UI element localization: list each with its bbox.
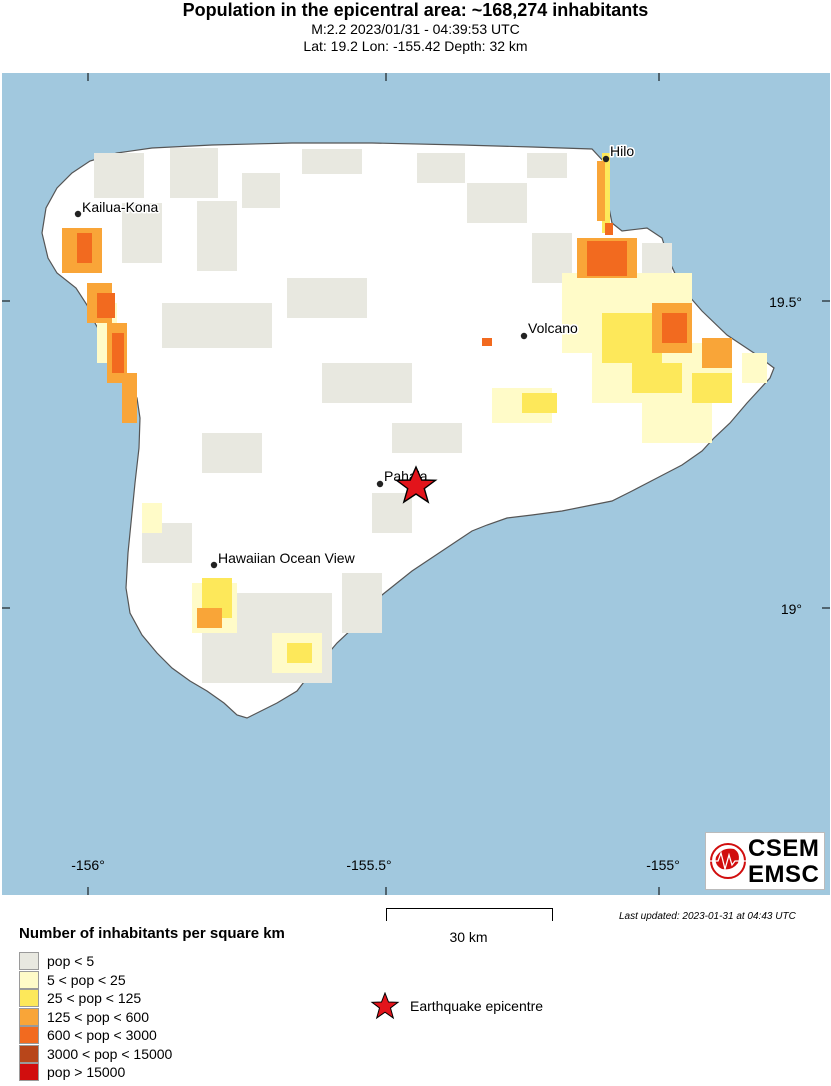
lon-tick-label: -155° (646, 857, 680, 873)
legend-swatch (19, 1007, 39, 1026)
legend-item: 25 < pop < 125 (19, 989, 172, 1008)
globe-icon (710, 843, 746, 879)
map-area[interactable]: -156° -155.5° -155° 19.5° 19° Hilo Kailu… (2, 73, 830, 895)
legend-label: 600 < pop < 3000 (47, 1027, 157, 1044)
lon-tick-marks (2, 73, 830, 895)
place-marker (602, 155, 610, 163)
legend-swatch (19, 1044, 39, 1063)
epicenter-star-icon[interactable] (394, 465, 438, 504)
place-marker (74, 210, 82, 218)
legend-swatch (19, 989, 39, 1008)
logo-text-emsc: EMSC (748, 861, 820, 888)
place-marker (376, 480, 384, 488)
event-magnitude-time: M:2.2 2023/01/31 - 04:39:53 UTC (311, 21, 520, 37)
place-kailua-kona[interactable]: Kailua-Kona (74, 198, 160, 218)
legend-item: pop > 15000 (19, 1063, 172, 1082)
place-label: Kailua-Kona (82, 199, 158, 215)
legend-label: pop < 5 (47, 953, 95, 970)
map-header: Population in the epicentral area: ~168,… (0, 0, 831, 55)
density-dark-orange (77, 223, 687, 373)
last-updated-text: Last updated: 2023-01-31 at 04:43 UTC (619, 911, 796, 922)
place-marker (520, 332, 528, 340)
legend-title: Number of inhabitants per square km (19, 925, 285, 942)
scale-bar (386, 908, 553, 921)
place-label: Hilo (610, 143, 634, 159)
page-title: Population in the epicentral area: ~168,… (182, 0, 649, 20)
legend-label: 3000 < pop < 15000 (47, 1045, 173, 1062)
lon-tick-label: -155.5° (346, 857, 391, 873)
scale-label: 30 km (449, 929, 488, 945)
place-hilo[interactable]: Hilo (602, 142, 636, 163)
legend-swatch (19, 1026, 39, 1045)
legend-swatch (19, 970, 39, 989)
lon-tick-label: -156° (71, 857, 105, 873)
legend-item: pop < 5 (19, 952, 172, 971)
star-icon (370, 992, 400, 1020)
csem-emsc-logo: CSEM EMSC (705, 832, 825, 890)
legend-item: 5 < pop < 25 (19, 970, 172, 990)
legend-label: 125 < pop < 600 (47, 1008, 149, 1025)
legend-item: 125 < pop < 600 (19, 1007, 172, 1027)
place-marker (210, 561, 218, 569)
legend-label: 25 < pop < 125 (47, 990, 142, 1007)
legend-swatch (19, 952, 39, 971)
place-label: Volcano (528, 320, 578, 336)
epicentre-legend: Earthquake epicentre (370, 992, 543, 1020)
legend-label: pop > 15000 (47, 1064, 126, 1081)
event-location-depth: Lat: 19.2 Lon: -155.42 Depth: 32 km (303, 38, 528, 54)
legend-item: 3000 < pop < 15000 (19, 1044, 173, 1064)
legend-label: 5 < pop < 25 (47, 971, 126, 988)
lat-tick-label: 19° (781, 601, 802, 617)
population-map[interactable]: -156° -155.5° -155° 19.5° 19° Hilo Kailu… (2, 73, 830, 895)
epicentre-legend-label: Earthquake epicentre (410, 998, 544, 1014)
legend-item: 600 < pop < 3000 (19, 1026, 172, 1045)
legend-swatch (19, 1063, 39, 1082)
place-volcano[interactable]: Volcano (520, 319, 580, 340)
place-hawaiian-ocean-view[interactable]: Hawaiian Ocean View (210, 549, 357, 569)
logo-text-csem: CSEM (748, 835, 820, 862)
lat-tick-label: 19.5° (769, 294, 802, 310)
place-label: Hawaiian Ocean View (218, 550, 356, 566)
